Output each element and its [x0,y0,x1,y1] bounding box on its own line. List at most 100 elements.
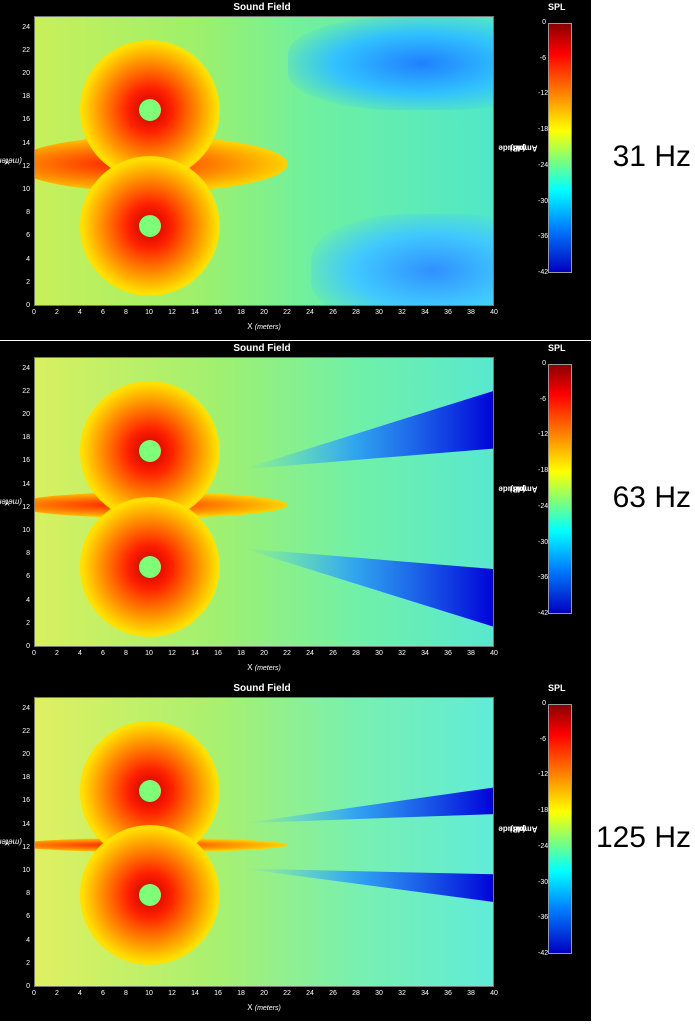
colorbar-tick-label: -6 [539,735,546,743]
null-wedge [242,868,493,902]
x-tick-label: 8 [124,990,128,997]
plot-area [34,16,494,306]
y-axis-label: Y (meters) [0,357,22,647]
colorbar-tick-label: -30 [538,878,549,886]
x-tick-label: 6 [101,309,105,316]
colorbar-tick-label: -42 [538,610,549,617]
y-tick-label: 22 [22,387,30,395]
x-tick-label: 18 [237,309,245,316]
x-axis-name: X [247,322,255,331]
colorbar-label: Amplitude (dB) [498,364,537,614]
field-nulls [242,787,493,902]
colorbar-tick-label: -36 [538,914,549,922]
colorbar-tick-label: -42 [538,269,549,276]
colorbar [548,23,572,273]
y-tick-label: 24 [22,23,30,31]
colorbar-label: Amplitude (dB) [498,23,537,273]
colorbar [548,704,572,954]
y-tick-label: 2 [26,619,30,627]
x-tick-label: 36 [444,309,452,316]
y-tick-label: 2 [26,278,30,286]
field-shading [288,17,493,110]
y-tick-label: 12 [22,162,30,170]
x-tick-label: 2 [55,309,59,316]
y-tick-label: 0 [26,983,30,990]
x-tick-label: 8 [124,309,128,316]
x-tick-label: 26 [329,650,337,657]
x-tick-label: 32 [398,650,406,657]
x-tick-label: 28 [352,990,360,997]
chart-title: Sound Field [233,2,291,13]
colorbar-tick-label: -18 [538,807,549,815]
colorbar-tick-label: 0 [542,360,546,367]
sound-field-heatmap [35,358,493,646]
x-tick-label: 2 [55,990,59,997]
y-axis-units: (meters) [0,497,22,507]
y-tick-label: 4 [26,255,30,263]
x-tick-label: 30 [375,650,383,657]
y-tick-label: 4 [26,596,30,604]
x-axis-name: X [247,1003,255,1012]
x-tick-label: 26 [329,990,337,997]
x-tick-label: 4 [78,990,82,997]
colorbar-tick-label: 0 [542,700,546,707]
x-tick-label: 12 [168,650,176,657]
y-tick-label: 24 [22,704,30,712]
chart-panel: Sound Field 0 2 4 6 8 10 12 14 16 18 20 22 24 26 28 30 32… [0,0,591,340]
plot-area [34,357,494,647]
colorbar-label-units: (dB) [510,824,526,834]
frequency-label: 125 Hz [595,821,691,854]
field-shading [311,214,493,305]
x-tick-label: 12 [168,990,176,997]
y-tick-label: 24 [22,364,30,372]
colorbar-tick-label: -24 [538,842,549,850]
null-wedge [242,787,493,824]
y-axis-label: Y (meters) [0,16,22,306]
x-tick-label: 16 [214,650,222,657]
x-tick-label: 36 [444,650,452,657]
y-tick-label: 14 [22,480,30,488]
x-axis-units: (meters) [254,324,281,331]
colorbar-tick-label: -18 [538,126,549,134]
chart-title: Sound Field [233,343,291,354]
y-axis-label: Y (meters) [0,697,22,987]
colorbar-tick-label: -18 [538,467,549,475]
y-tick-label: 16 [22,116,30,124]
colorbar-tick-label: -6 [539,54,546,62]
x-tick-label: 16 [214,990,222,997]
y-tick-label: 6 [26,913,30,921]
y-tick-label: 6 [26,573,30,581]
x-tick-label: 28 [352,650,360,657]
x-tick-label: 28 [352,309,360,316]
y-tick-label: 14 [22,820,30,828]
x-tick-label: 0 [32,309,36,316]
y-tick-label: 20 [22,70,30,77]
y-tick-label: 18 [22,774,30,782]
x-tick-label: 24 [306,309,314,316]
x-tick-label: 8 [124,650,128,657]
x-tick-label: 38 [467,309,475,316]
colorbar-label-units: (dB) [510,143,526,153]
x-tick-label: 20 [260,650,268,657]
colorbar-tick-label: -12 [538,771,549,779]
y-tick-label: 22 [22,46,30,54]
y-axis-units: (meters) [0,156,22,166]
y-tick-label: 6 [26,232,30,240]
source-marker [139,98,161,121]
x-tick-label: 10 [145,650,153,657]
x-tick-label: 20 [260,309,268,316]
y-tick-label: 12 [22,503,30,511]
x-tick-label: 26 [329,309,337,316]
y-tick-label: 12 [22,843,30,851]
x-tick-label: 22 [283,650,291,657]
x-tick-label: 22 [283,309,291,316]
sound-field-heatmap [35,698,493,986]
x-axis-units: (meters) [254,1005,281,1012]
x-tick-label: 32 [398,309,406,316]
x-tick-label: 40 [490,650,498,657]
y-tick-label: 14 [22,139,30,147]
colorbar-title: SPL [548,2,566,12]
x-tick-label: 10 [145,309,153,316]
colorbar-tick-label: -36 [538,574,549,582]
x-tick-label: 40 [490,990,498,997]
